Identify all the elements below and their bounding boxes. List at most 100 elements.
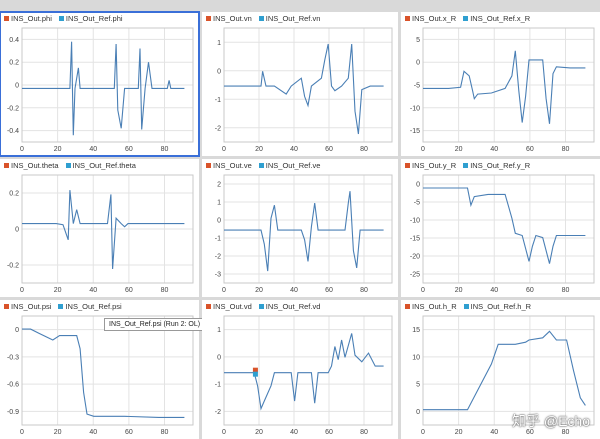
legend-label: INS_Out.x_R [412, 14, 457, 23]
plot-area-h-r[interactable]: 15 10 5 0 0 20 40 60 80 [401, 300, 600, 439]
plot-area-psi[interactable]: 0 -0.3 -0.6 -0.9 0 20 40 60 80 [0, 300, 199, 439]
y-tick-label: 0 [15, 327, 19, 334]
legend-label: INS_Out_Ref.x_R [470, 14, 531, 23]
signal-line-ref [423, 187, 586, 264]
watermark: 知乎 @Echo [511, 413, 590, 429]
x-tick-label: 0 [20, 146, 24, 153]
legend-swatch-out [405, 163, 410, 168]
x-tick-label: 40 [490, 287, 498, 294]
x-tick-label: 20 [54, 429, 62, 436]
plot-area-vd[interactable]: 1 0 -1 -2 0 20 40 60 80 [202, 300, 398, 439]
legend: INS_Out.ve INS_Out_Ref.ve [206, 161, 324, 170]
plot-panel-h-r[interactable]: INS_Out.h_R INS_Out_Ref.h_R 15 10 5 0 0 20 40 6… [401, 300, 600, 439]
y-tick-label: -2 [215, 125, 221, 132]
legend-label: INS_Out_Ref.phi [65, 14, 123, 23]
data-marker-ref[interactable] [252, 371, 258, 377]
x-tick-label: 60 [526, 287, 534, 294]
legend-swatch-out [4, 16, 9, 21]
y-tick-label: -0.6 [7, 382, 19, 389]
x-tick-label: 0 [421, 287, 425, 294]
legend-swatch-out [206, 16, 211, 21]
plot-panel-psi[interactable]: INS_Out.psi INS_Out_Ref.psi 0 -0.3 -0.6 -0.… [0, 300, 206, 439]
legend-label: INS_Out_Ref.h_R [470, 302, 532, 311]
y-tick-label: -10 [410, 218, 420, 225]
legend-swatch-out [206, 304, 211, 309]
legend-label: INS_Out.vn [213, 14, 252, 23]
legend: INS_Out.h_R INS_Out_Ref.h_R [405, 302, 535, 311]
legend-swatch-ref [463, 304, 469, 309]
legend-label: INS_Out_Ref.vd [265, 302, 321, 311]
y-tick-label: 0.2 [9, 60, 19, 67]
plot-area-y-r[interactable]: 0 -5 -10 -15 -20 -25 0 20 40 60 80 [401, 159, 600, 297]
plot-panel-phi[interactable]: INS_Out.phi INS_Out_Ref.phi 0.4 0.2 0 -0.2 -… [0, 11, 200, 157]
legend-swatch-out [4, 163, 9, 168]
legend-label: INS_Out_Ref.ve [265, 161, 321, 170]
x-tick-label: 40 [89, 429, 97, 436]
legend-label: INS_Out.ve [213, 161, 252, 170]
plot-area-vn[interactable]: 1 0 -1 -2 0 20 40 60 80 [202, 12, 398, 156]
plot-frame [422, 174, 595, 284]
plot-panel-vd[interactable]: INS_Out.vd INS_Out_Ref.vd 1 0 -1 -2 0 20 40 60 8… [202, 300, 398, 439]
plot-area-x-r[interactable]: 5 0 -5 -10 -15 0 20 40 60 80 [401, 12, 600, 156]
y-tick-label: -10 [410, 105, 420, 112]
data-marker-out[interactable] [252, 367, 258, 373]
x-tick-label: 60 [325, 146, 333, 153]
plot-panel-y-r[interactable]: INS_Out.y_R INS_Out_Ref.y_R 0 -5 -10 -15 -20… [401, 159, 600, 297]
x-tick-label: 60 [125, 146, 133, 153]
legend: INS_Out.vn INS_Out_Ref.vn [206, 14, 324, 23]
y-tick-label: -0.2 [7, 263, 19, 270]
legend-swatch-out [405, 16, 410, 21]
legend-swatch-out [405, 304, 410, 309]
x-tick-label: 20 [54, 146, 62, 153]
plot-panel-theta[interactable]: INS_Out.theta INS_Out_Ref.theta 0.2 0 -0.2… [0, 159, 199, 297]
y-tick-label: -0.2 [7, 105, 19, 112]
x-tick-label: 20 [455, 287, 463, 294]
x-tick-label: 40 [490, 146, 498, 153]
legend-swatch-out [206, 163, 211, 168]
plot-area-phi[interactable]: 0.4 0.2 0 -0.2 -0.4 0 20 40 60 80 [0, 12, 199, 156]
plot-area-theta[interactable]: 0.2 0 -0.2 0 20 40 60 80 [0, 159, 199, 297]
signal-line-ref [22, 190, 185, 270]
y-tick-label: 2 [217, 182, 221, 189]
x-tick-label: 20 [54, 287, 62, 294]
plot-frame [21, 27, 194, 143]
y-tick-label: -0.3 [7, 354, 19, 361]
x-tick-label: 0 [222, 429, 226, 436]
plot-panel-vn[interactable]: INS_Out.vn INS_Out_Ref.vn 1 0 -1 -2 0 20 40 60 8… [202, 12, 398, 156]
y-tick-label: 0 [15, 83, 19, 90]
y-tick-label: -0.4 [7, 128, 19, 135]
x-tick-label: 0 [222, 287, 226, 294]
x-tick-label: 20 [455, 146, 463, 153]
plot-panel-x-r[interactable]: INS_Out.x_R INS_Out_Ref.x_R 5 0 -5 -10 -15 0 2… [401, 12, 600, 156]
y-tick-label: -25 [410, 272, 420, 279]
y-tick-label: 0.4 [9, 37, 19, 44]
plot-frame [223, 174, 393, 284]
x-tick-label: 80 [161, 146, 169, 153]
plot-area-ve[interactable]: 2 1 0 -1 -2 -3 0 20 40 60 80 [202, 159, 398, 297]
y-tick-label: 0 [416, 60, 420, 67]
y-tick-label: -5 [414, 200, 420, 207]
legend-label: INS_Out_Ref.theta [72, 161, 136, 170]
x-tick-label: 80 [161, 287, 169, 294]
x-tick-label: 80 [360, 429, 368, 436]
x-tick-label: 40 [490, 429, 498, 436]
plot-panel-ve[interactable]: INS_Out.ve INS_Out_Ref.ve 2 1 0 -1 -2 -3 0 20 40… [202, 159, 398, 297]
x-tick-label: 0 [20, 287, 24, 294]
y-tick-label: 5 [416, 382, 420, 389]
y-tick-label: -5 [414, 83, 420, 90]
x-tick-label: 0 [222, 146, 226, 153]
y-tick-label: 0.2 [9, 191, 19, 198]
y-tick-label: 0 [416, 182, 420, 189]
signal-line-ref [423, 50, 586, 124]
x-tick-label: 20 [255, 429, 263, 436]
plot-frame [21, 174, 194, 284]
legend-swatch-ref [58, 304, 64, 309]
x-tick-label: 80 [562, 429, 570, 436]
y-tick-label: 0 [15, 227, 19, 234]
legend-swatch-out [4, 304, 9, 309]
legend-label: INS_Out.vd [213, 302, 252, 311]
legend: INS_Out.phi INS_Out_Ref.phi [4, 14, 127, 23]
legend-label: INS_Out_Ref.y_R [470, 161, 531, 170]
x-tick-label: 80 [161, 429, 169, 436]
x-tick-label: 20 [455, 429, 463, 436]
